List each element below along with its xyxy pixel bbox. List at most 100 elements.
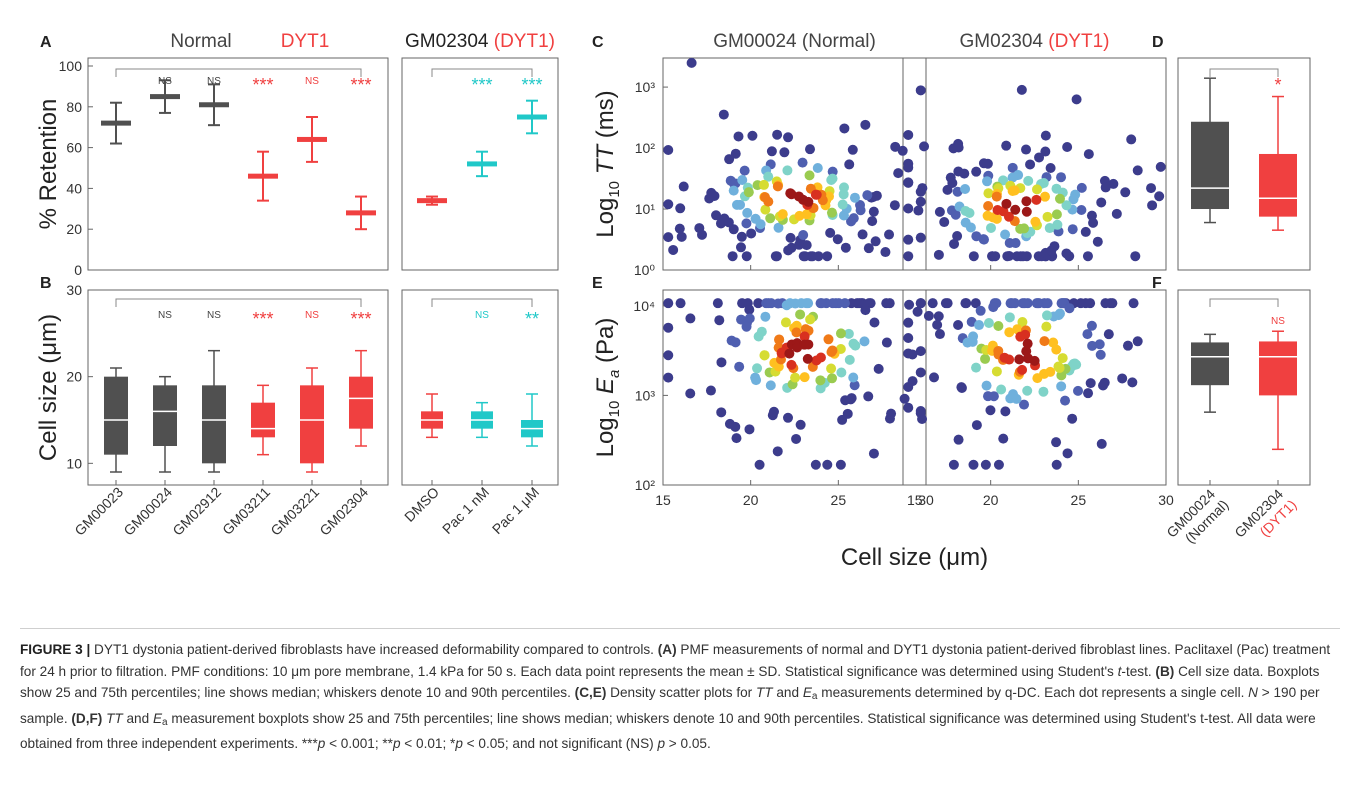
panel-e-right-point: [1117, 373, 1128, 384]
panel-f-box-0-box: [1191, 342, 1229, 386]
panel-a-sig-2: NS: [207, 76, 221, 87]
y-tick-label: 10⁴: [633, 298, 655, 314]
panel-e-right-point: [988, 391, 999, 402]
caption-label-b: (B): [1155, 663, 1175, 679]
panel-c-right-point: [1007, 185, 1018, 196]
panel-a-sig-4: NS: [305, 76, 319, 87]
panel-b-box-1-box: [153, 385, 177, 446]
panel-c-left-point: [663, 144, 674, 155]
panel-c-right-point: [942, 184, 953, 195]
panel-c-left-point: [804, 170, 815, 181]
panel-c-left-point: [798, 251, 809, 262]
panel-c-left-point: [763, 171, 774, 182]
panel-c-left-point: [893, 168, 904, 179]
panel-e-right-point: [1004, 354, 1015, 365]
panel-e-right-point: [1085, 378, 1096, 389]
panel-e-left-point: [868, 448, 879, 459]
panel-c-left-point: [825, 227, 836, 238]
panel-e-right-point: [1082, 329, 1093, 340]
panel-c-right-point: [1007, 162, 1018, 173]
panel-e-left-point: [753, 298, 764, 309]
panel-e-right-point: [948, 459, 959, 470]
panel-e-left-point: [714, 315, 725, 326]
panel-c-left-point: [847, 144, 858, 155]
panel-c-right-point: [950, 209, 961, 220]
y-tick-label: 80: [66, 99, 82, 115]
panel-e-left-point: [815, 298, 826, 309]
panel-e-right-point: [971, 420, 982, 431]
panel-e-right-point: [1132, 336, 1143, 347]
panel-c-right-point: [903, 203, 914, 214]
panel-e-right-point: [993, 459, 1004, 470]
panel-c-right-point: [1076, 182, 1087, 193]
panel-c-left-point: [827, 166, 838, 177]
title-prefix: GM02304: [960, 31, 1049, 52]
panel-c-right-point: [1082, 251, 1093, 262]
panel-e-left-point: [781, 300, 792, 311]
panel-e-right-point: [1004, 327, 1015, 338]
x-tick-label: 15: [907, 492, 923, 508]
panel-c-left-point: [897, 145, 908, 156]
panel-c-right-point: [913, 205, 924, 216]
panel-c-left-point: [849, 192, 860, 203]
panel-e-left-point: [860, 305, 871, 316]
panel-f-sig: NS: [1271, 316, 1285, 327]
panel-e-left-point: [663, 350, 674, 361]
panel-c-right-point: [971, 231, 982, 242]
panel-c-left-point: [686, 57, 697, 68]
panel-c-left-point: [797, 157, 808, 168]
panel-e-left-point: [685, 388, 696, 399]
panel-c-right-point: [1067, 224, 1078, 235]
panel-e-right-point: [988, 302, 999, 313]
panel-c-right-point: [1083, 149, 1094, 160]
panel-c-left-point: [844, 159, 855, 170]
panel-c-right-point: [985, 222, 996, 233]
panel-c-right-point: [982, 158, 993, 169]
panel-c-right-point: [1086, 210, 1097, 221]
panel-c-right-point: [1054, 193, 1065, 204]
x-tick-label: GM00023: [71, 484, 126, 539]
panel-c-left-point: [676, 231, 687, 242]
panel-e-right-point: [974, 320, 985, 331]
panel-a2-bracket: [431, 68, 533, 77]
panel-b-sig-1: NS: [158, 310, 172, 321]
panel-e-right-point: [1053, 361, 1064, 372]
panel-c-left-point: [915, 196, 926, 207]
panel-c-left-point: [786, 242, 797, 253]
panel-e-right-point: [1008, 389, 1019, 400]
panel-c-left-point: [783, 132, 794, 143]
panel-f-box-1-box: [1259, 341, 1297, 396]
panel-b-box-0-box: [104, 376, 128, 455]
panel-c-left-point: [694, 223, 705, 234]
panel-e-right-point: [1096, 438, 1107, 449]
panel-c-right-point: [1080, 226, 1091, 237]
panel-c-left-point: [763, 196, 774, 207]
panel-e-right-point: [1048, 337, 1059, 348]
panel-e-right-point: [980, 459, 991, 470]
panel-b-sig-5: ***: [350, 309, 371, 329]
panel-b2-sig-1: NS: [475, 310, 489, 321]
panel-c-right-point: [1076, 204, 1087, 215]
panel-a2-plot-frame: [401, 57, 559, 271]
panel-c-left-point: [848, 213, 859, 224]
panel-c-right-point: [983, 200, 994, 211]
y-tick-label: 10¹: [635, 201, 656, 217]
panel-c-right-point: [1042, 211, 1053, 222]
figure-caption: FIGURE 3 | DYT1 dystonia patient-derived…: [20, 628, 1340, 797]
group-label-normal: Normal: [170, 31, 231, 52]
panel-a-sig-5: ***: [350, 75, 371, 95]
panel-c-left-point: [668, 244, 679, 255]
panel-c-right-point: [1034, 152, 1045, 163]
panel-e-right-point: [934, 329, 945, 340]
panel-c-right-point: [1021, 206, 1032, 217]
ylabel-unit: (ms): [592, 90, 619, 145]
panel-e-right-point: [961, 298, 972, 309]
panel-a-sig-3: ***: [252, 75, 273, 95]
panel-d-sig: *: [1274, 75, 1281, 95]
panel-c-left-point: [735, 199, 746, 210]
panel-a-point-4-mean-bar: [297, 136, 327, 142]
ylabel-unit: (Pa): [592, 318, 619, 370]
panel-e-right-point: [917, 414, 928, 425]
panel-e-right-point: [1122, 340, 1133, 351]
panel-e-left-point: [881, 298, 892, 309]
